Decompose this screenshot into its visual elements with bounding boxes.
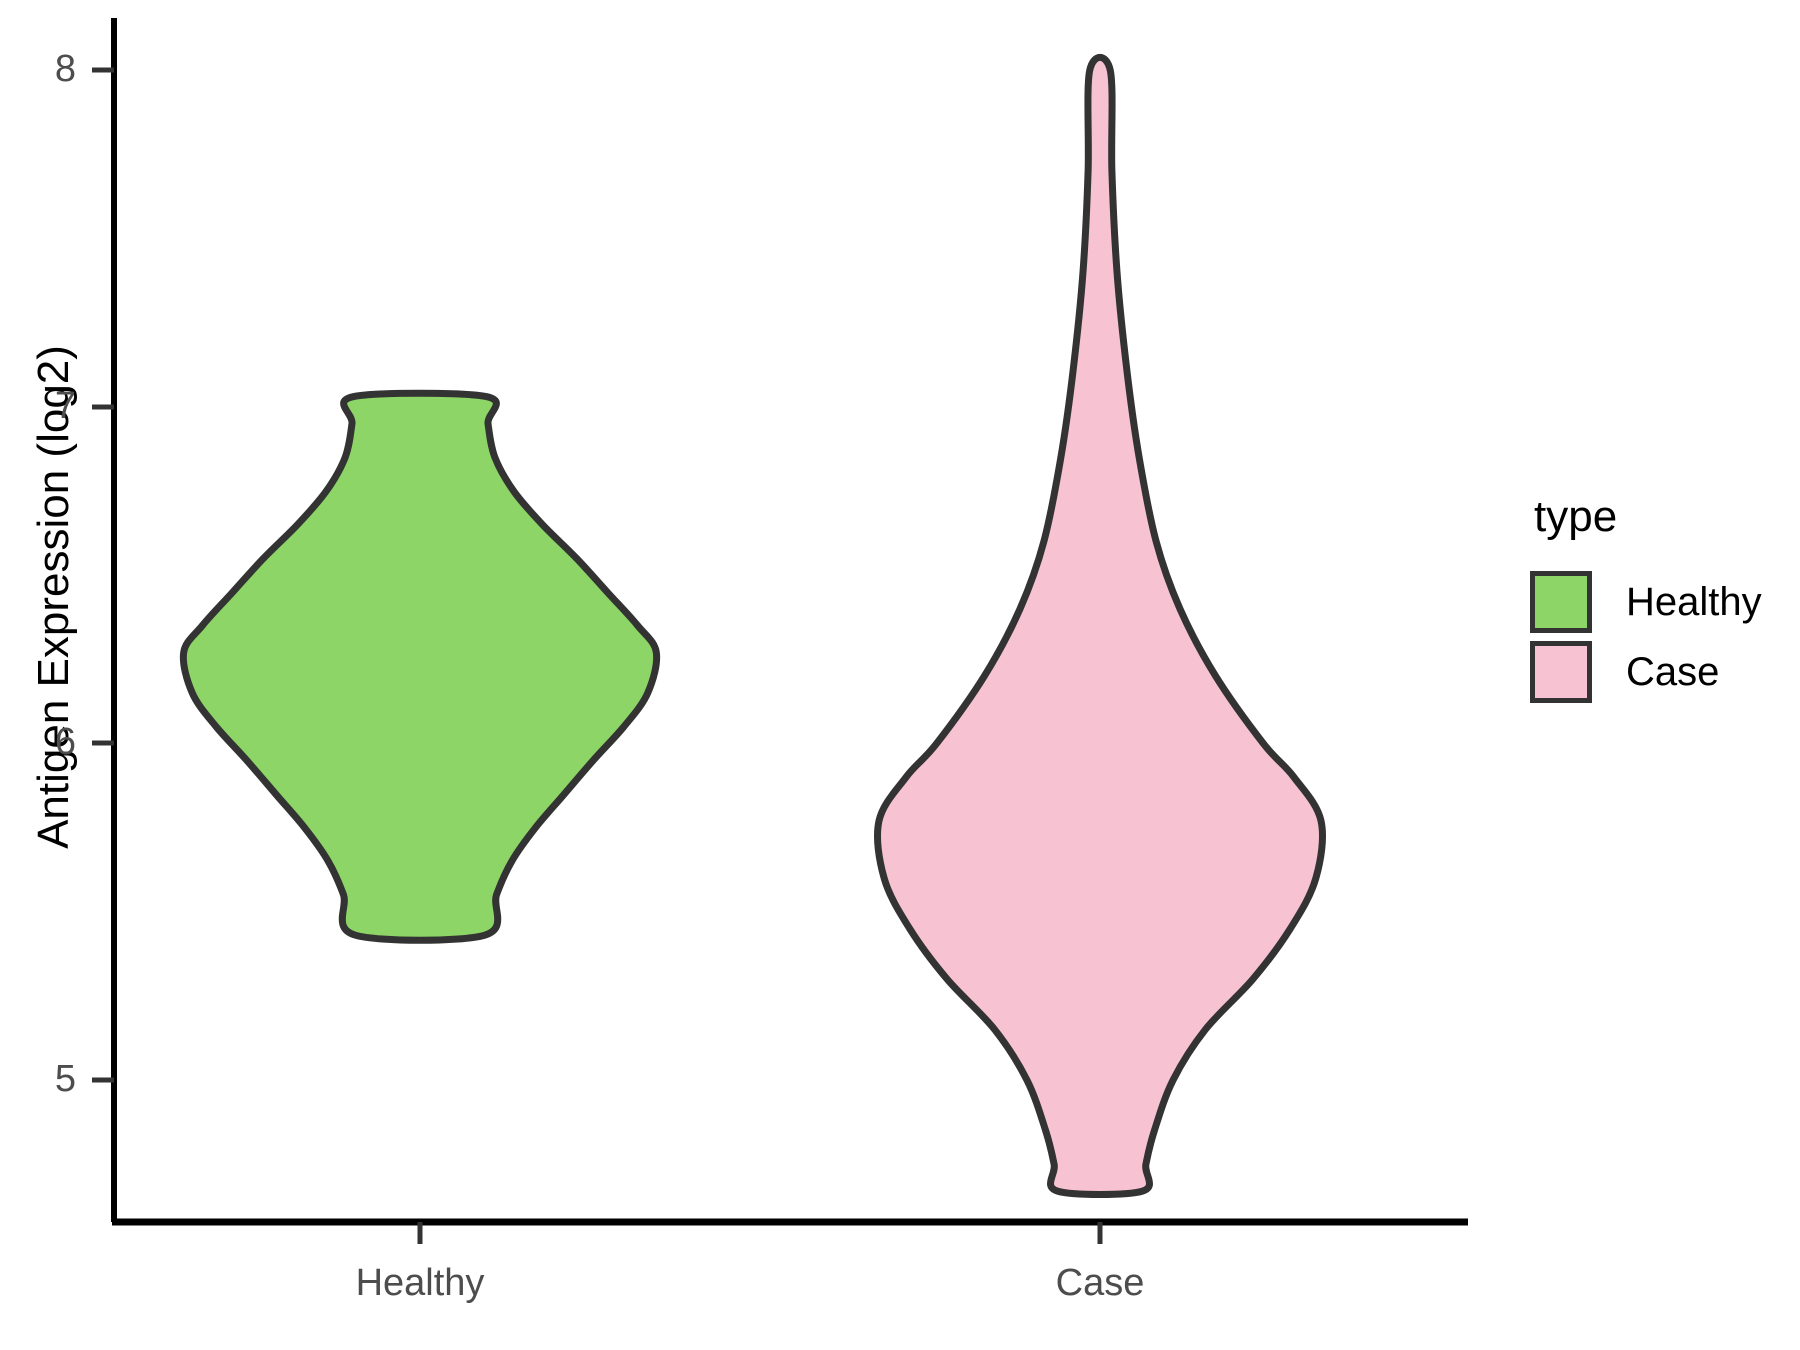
x-tick-label-healthy: Healthy: [355, 1262, 485, 1304]
violin-shape-healthy: [179, 389, 661, 944]
legend-label-healthy: Healthy: [1626, 580, 1762, 624]
legend-title: type: [1534, 492, 1618, 541]
y-tick-label-7: 7: [54, 385, 76, 427]
y-tick-label-8: 8: [54, 48, 76, 90]
legend: type Healthy Case: [1530, 495, 1790, 707]
y-tick-label-5: 5: [54, 1058, 76, 1100]
x-axis-ticks: [417, 1222, 1103, 1244]
legend-item-healthy[interactable]: Healthy: [1530, 567, 1790, 637]
legend-swatch-case: [1530, 641, 1592, 703]
legend-swatch-healthy: [1530, 571, 1592, 633]
y-axis-ticks: [92, 67, 114, 1083]
violin-shape-case: [874, 54, 1326, 1198]
legend-item-case[interactable]: Case: [1530, 637, 1790, 707]
y-axis-title: Antigen Expression (log2): [29, 345, 78, 849]
y-tick-label-6: 6: [54, 721, 76, 763]
legend-label-case: Case: [1626, 650, 1720, 694]
x-tick-label-case: Case: [1055, 1262, 1145, 1304]
